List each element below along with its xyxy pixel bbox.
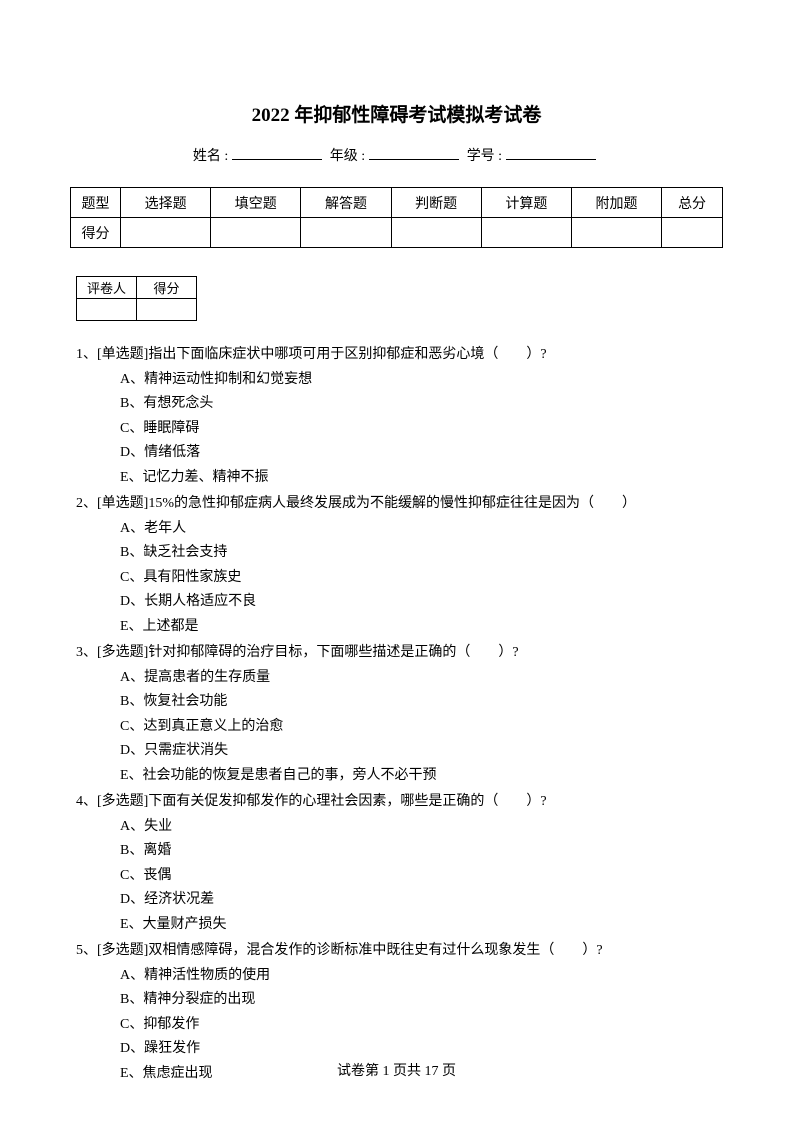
score-header-cell: 判断题 bbox=[391, 188, 481, 218]
question-option: C、具有阳性家族史 bbox=[70, 566, 723, 591]
question: 2、[单选题]15%的急性抑郁症病人最终发展成为不能缓解的慢性抑郁症往往是因为（… bbox=[70, 492, 723, 639]
question-option: B、缺乏社会支持 bbox=[70, 541, 723, 566]
question-option: E、社会功能的恢复是患者自己的事，旁人不必干预 bbox=[70, 764, 723, 789]
score-cell[interactable] bbox=[301, 218, 391, 248]
question-option: D、躁狂发作 bbox=[70, 1037, 723, 1062]
question-stem: 4、[多选题]下面有关促发抑郁发作的心理社会因素，哪些是正确的（ ）? bbox=[70, 790, 723, 815]
id-blank[interactable] bbox=[506, 159, 596, 160]
question-option: B、精神分裂症的出现 bbox=[70, 988, 723, 1013]
score-header-cell: 总分 bbox=[662, 188, 723, 218]
question-option: D、情绪低落 bbox=[70, 441, 723, 466]
grader-header-cell: 评卷人 bbox=[77, 277, 137, 299]
grader-value-row bbox=[77, 299, 197, 321]
question-option: D、只需症状消失 bbox=[70, 739, 723, 764]
name-label: 姓名 : bbox=[193, 149, 228, 164]
score-cell[interactable] bbox=[662, 218, 723, 248]
score-cell[interactable] bbox=[211, 218, 301, 248]
score-cell[interactable] bbox=[391, 218, 481, 248]
id-label: 学号 : bbox=[467, 149, 502, 164]
question-option: A、失业 bbox=[70, 815, 723, 840]
score-header-cell: 解答题 bbox=[301, 188, 391, 218]
question-option: C、丧偶 bbox=[70, 864, 723, 889]
question-stem: 5、[多选题]双相情感障碍，混合发作的诊断标准中既往史有过什么现象发生（ ）? bbox=[70, 939, 723, 964]
question-stem: 2、[单选题]15%的急性抑郁症病人最终发展成为不能缓解的慢性抑郁症往往是因为（… bbox=[70, 492, 723, 517]
question: 4、[多选题]下面有关促发抑郁发作的心理社会因素，哪些是正确的（ ）?A、失业B… bbox=[70, 790, 723, 937]
score-header-cell: 计算题 bbox=[481, 188, 571, 218]
question-option: E、记忆力差、精神不振 bbox=[70, 466, 723, 491]
question: 3、[多选题]针对抑郁障碍的治疗目标，下面哪些描述是正确的（ ）?A、提高患者的… bbox=[70, 641, 723, 788]
page-footer: 试卷第 1 页共 17 页 bbox=[0, 1060, 793, 1080]
score-row-label: 得分 bbox=[71, 218, 121, 248]
question-option: C、抑郁发作 bbox=[70, 1013, 723, 1038]
question-option: A、精神运动性抑制和幻觉妄想 bbox=[70, 368, 723, 393]
question-option: A、精神活性物质的使用 bbox=[70, 964, 723, 989]
score-header-cell: 附加题 bbox=[571, 188, 661, 218]
question-option: B、离婚 bbox=[70, 839, 723, 864]
score-header-cell: 题型 bbox=[71, 188, 121, 218]
question-option: C、睡眠障碍 bbox=[70, 417, 723, 442]
score-table: 题型 选择题 填空题 解答题 判断题 计算题 附加题 总分 得分 bbox=[70, 187, 723, 248]
score-header-cell: 填空题 bbox=[211, 188, 301, 218]
grader-table: 评卷人 得分 bbox=[76, 276, 197, 321]
score-table-header-row: 题型 选择题 填空题 解答题 判断题 计算题 附加题 总分 bbox=[71, 188, 723, 218]
question-option: C、达到真正意义上的治愈 bbox=[70, 715, 723, 740]
grade-blank[interactable] bbox=[369, 159, 459, 160]
name-blank[interactable] bbox=[232, 159, 322, 160]
question-option: B、恢复社会功能 bbox=[70, 690, 723, 715]
grader-header-cell: 得分 bbox=[137, 277, 197, 299]
score-cell[interactable] bbox=[481, 218, 571, 248]
grader-header-row: 评卷人 得分 bbox=[77, 277, 197, 299]
score-table-value-row: 得分 bbox=[71, 218, 723, 248]
question-option: E、大量财产损失 bbox=[70, 913, 723, 938]
question-stem: 1、[单选题]指出下面临床症状中哪项可用于区别抑郁症和恶劣心境（ ）? bbox=[70, 343, 723, 368]
question-option: E、上述都是 bbox=[70, 615, 723, 640]
question-stem: 3、[多选题]针对抑郁障碍的治疗目标，下面哪些描述是正确的（ ）? bbox=[70, 641, 723, 666]
question-option: A、老年人 bbox=[70, 517, 723, 542]
questions-container: 1、[单选题]指出下面临床症状中哪项可用于区别抑郁症和恶劣心境（ ）?A、精神运… bbox=[70, 343, 723, 1086]
exam-title: 2022 年抑郁性障碍考试模拟考试卷 bbox=[70, 100, 723, 127]
question-option: A、提高患者的生存质量 bbox=[70, 666, 723, 691]
question-option: D、经济状况差 bbox=[70, 888, 723, 913]
student-info-line: 姓名 : 年级 : 学号 : bbox=[70, 145, 723, 165]
score-cell[interactable] bbox=[571, 218, 661, 248]
question-option: D、长期人格适应不良 bbox=[70, 590, 723, 615]
grader-cell[interactable] bbox=[137, 299, 197, 321]
grader-cell[interactable] bbox=[77, 299, 137, 321]
grade-label: 年级 : bbox=[330, 149, 365, 164]
score-cell[interactable] bbox=[121, 218, 211, 248]
question: 1、[单选题]指出下面临床症状中哪项可用于区别抑郁症和恶劣心境（ ）?A、精神运… bbox=[70, 343, 723, 490]
score-header-cell: 选择题 bbox=[121, 188, 211, 218]
question-option: B、有想死念头 bbox=[70, 392, 723, 417]
